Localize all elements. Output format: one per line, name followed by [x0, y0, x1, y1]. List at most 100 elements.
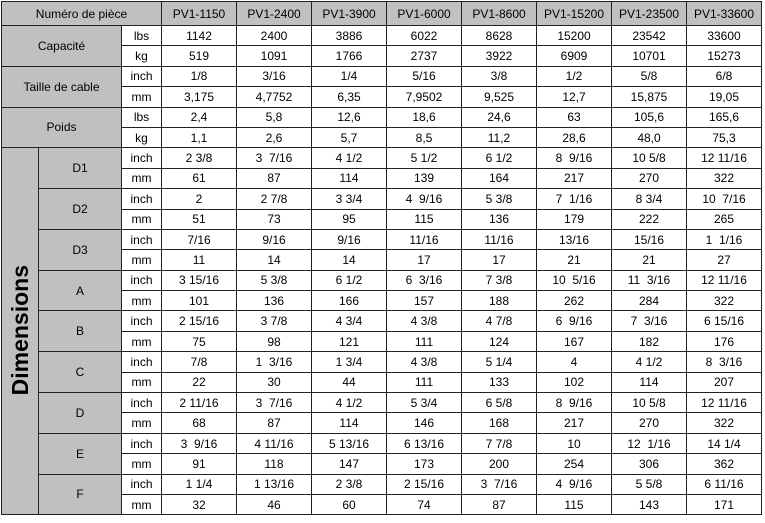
value-cell: 4,7752: [236, 86, 312, 108]
table-row: D3 inch 7/16 9/16 9/16 11/16 11/16 13/16 15/16 1 …: [2, 228, 762, 271]
dimension-label: B: [38, 310, 122, 353]
value-cell: 6 9/16: [536, 310, 612, 332]
value-cell: 3 15/16: [161, 269, 237, 292]
value-cell: 75,3: [686, 126, 762, 149]
unit: inch: [121, 147, 162, 169]
value-cell: 14: [236, 249, 312, 271]
value-cell: 87: [461, 493, 537, 516]
unit: inch: [121, 473, 162, 495]
value-cell: 15200: [536, 24, 612, 47]
value-cell: 21: [611, 249, 687, 271]
value-cell: 73: [236, 208, 312, 230]
value-cell: 265: [686, 208, 762, 230]
table-row: mm 3,175 4,7752 6,35 7,9502 9,525 12,7 15,875 19…: [2, 86, 762, 108]
value-cell: 1091: [236, 45, 312, 67]
value-cell: 7/8: [161, 351, 237, 373]
unit: lbs: [121, 24, 162, 47]
value-cell: 6 13/16: [386, 432, 462, 455]
value-cell: 8 9/16: [536, 392, 612, 414]
value-cell: 5 1/2: [386, 147, 462, 169]
value-cell: 114: [611, 371, 687, 394]
value-cell: 8 9/16: [536, 147, 612, 169]
value-cell: 114: [311, 412, 387, 434]
unit: mm: [121, 371, 162, 394]
value-cell: 68: [161, 412, 237, 434]
value-cell: 2,4: [161, 106, 237, 128]
value-cell: 10 7/16: [686, 188, 762, 210]
value-cell: 4 1/2: [611, 351, 687, 373]
value-cell: 2 15/16: [161, 310, 237, 332]
value-cell: 6022: [386, 24, 462, 47]
value-cell: 115: [386, 208, 462, 230]
value-cell: 8 3/16: [686, 351, 762, 373]
value-cell: 51: [161, 208, 237, 230]
value-cell: 4 9/16: [536, 473, 612, 495]
value-cell: 2 11/16: [161, 392, 237, 414]
value-cell: 102: [536, 371, 612, 394]
value-cell: 48,0: [611, 126, 687, 149]
value-cell: 3/16: [236, 65, 312, 88]
value-cell: 3 3/4: [311, 188, 387, 210]
unit: kg: [121, 45, 162, 67]
value-cell: 222: [611, 208, 687, 230]
value-cell: 10 5/8: [611, 392, 687, 414]
value-cell: 173: [386, 453, 462, 475]
value-cell: 207: [686, 371, 762, 394]
value-cell: 24,6: [461, 106, 537, 128]
value-cell: 2 15/16: [386, 473, 462, 495]
value-cell: 10 5/8: [611, 147, 687, 169]
value-cell: 146: [386, 412, 462, 434]
unit: inch: [121, 65, 162, 88]
value-cell: 98: [236, 330, 312, 353]
group-label: Capacité: [1, 25, 122, 67]
value-cell: 165,6: [686, 106, 762, 128]
dimension-label: C: [38, 351, 122, 394]
value-cell: 12 11/16: [686, 147, 762, 169]
value-cell: 3 7/16: [236, 392, 312, 414]
value-cell: 262: [536, 290, 612, 312]
value-cell: 15/16: [611, 228, 687, 251]
value-cell: 6 3/16: [386, 269, 462, 292]
value-cell: 2 3/8: [161, 147, 237, 169]
value-cell: 118: [236, 453, 312, 475]
value-cell: 322: [686, 412, 762, 434]
value-cell: 2400: [236, 24, 312, 47]
value-cell: 5/8: [611, 65, 687, 88]
value-cell: 9,525: [461, 86, 537, 108]
value-cell: 11: [161, 249, 237, 271]
value-cell: 15273: [686, 45, 762, 67]
value-cell: 17: [386, 249, 462, 271]
value-cell: 91: [161, 453, 237, 475]
value-cell: 4 1/2: [311, 147, 387, 169]
value-cell: 147: [311, 453, 387, 475]
value-cell: 2: [161, 188, 237, 210]
value-cell: 60: [311, 493, 387, 516]
dimension-label: E: [38, 432, 122, 475]
value-cell: 168: [461, 412, 537, 434]
value-cell: 136: [236, 290, 312, 312]
value-cell: 9/16: [311, 228, 387, 251]
value-cell: 284: [611, 290, 687, 312]
value-cell: 7 1/16: [536, 188, 612, 210]
value-cell: 5 1/4: [461, 351, 537, 373]
unit: inch: [121, 310, 162, 332]
value-cell: 3 7/16: [236, 147, 312, 169]
spec-table: Numéro de pièce PV1-1150 PV1-2400 PV1-3900 P…: [1, 1, 762, 516]
value-cell: 5,8: [236, 106, 312, 128]
unit: mm: [121, 167, 162, 190]
value-cell: 6 11/16: [686, 473, 762, 495]
value-cell: 12 1/16: [611, 432, 687, 455]
value-cell: 7 7/8: [461, 432, 537, 455]
value-cell: 217: [536, 167, 612, 190]
value-cell: 1,1: [161, 126, 237, 149]
value-cell: 270: [611, 412, 687, 434]
model-header: PV1-6000: [386, 1, 462, 26]
value-cell: 7,9502: [386, 86, 462, 108]
value-cell: 164: [461, 167, 537, 190]
table-body: Numéro de pièce PV1-1150 PV1-2400 PV1-3900 P…: [1, 1, 762, 516]
dimensions-label: Dimensions: [7, 264, 33, 396]
value-cell: 12 11/16: [686, 392, 762, 414]
unit: mm: [121, 208, 162, 230]
value-cell: 61: [161, 167, 237, 190]
